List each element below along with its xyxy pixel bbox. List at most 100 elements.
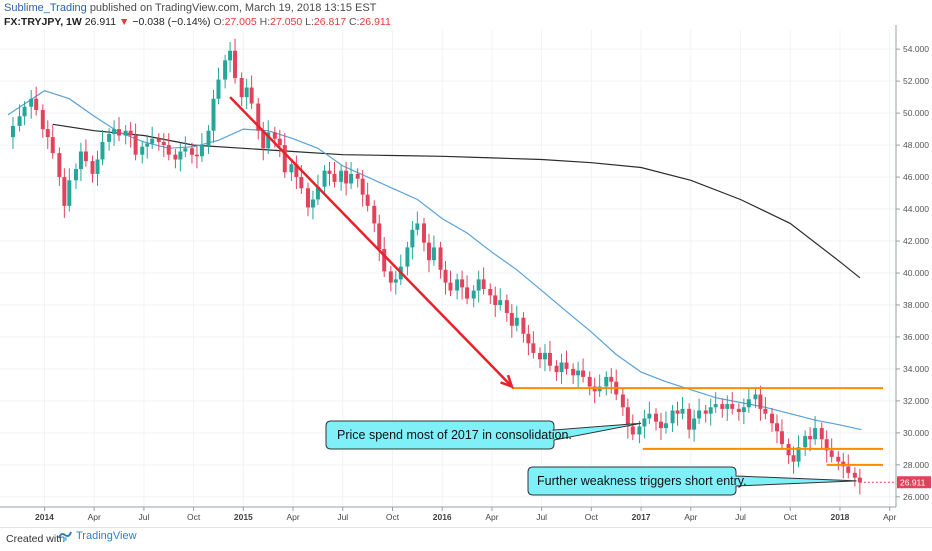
candle-body: [509, 312, 514, 326]
horizontal-levels: [511, 387, 884, 466]
candle-body: [322, 170, 327, 187]
candle-body: [746, 399, 751, 408]
candle-body: [455, 279, 460, 291]
candle-body: [725, 404, 730, 409]
consolidation-callout: [325, 420, 642, 450]
candle-body: [670, 410, 675, 424]
callouts: [325, 420, 857, 496]
candle-body: [421, 223, 426, 243]
consolidation-note: Price spend most of 2017 in consolidatio…: [337, 428, 572, 442]
candle-body: [521, 317, 526, 334]
publish-details: published on TradingView.com, March 19, …: [89, 2, 377, 14]
candle-body: [150, 138, 155, 144]
candle-body: [40, 109, 45, 130]
candle-body: [620, 394, 625, 408]
candle-body: [107, 133, 112, 142]
candle-body: [836, 456, 841, 462]
candle-body: [294, 164, 299, 178]
candle-body: [382, 249, 387, 272]
candle-body: [315, 186, 320, 200]
candle-body: [199, 145, 204, 157]
candle-body: [857, 477, 862, 483]
candle-body: [156, 138, 161, 142]
x-tick-label: 2016: [433, 512, 452, 522]
candle-body: [112, 129, 117, 134]
author-link[interactable]: Sublime_Trading: [4, 2, 87, 14]
y-tick-label: 46.000: [903, 172, 929, 182]
long-ma-line: [52, 123, 861, 279]
candle-body: [10, 125, 15, 138]
axis-labels: 26.000 28.000 30.000 32.000 34.000 36.000 38.0…: [35, 44, 931, 522]
close-value: 26.911: [359, 16, 391, 28]
candle-body: [824, 439, 829, 451]
x-tick-label: Apr: [883, 512, 896, 522]
candle-body: [426, 242, 431, 261]
candle-body: [460, 279, 465, 288]
candle-body: [658, 421, 663, 429]
candle-body: [34, 98, 39, 110]
candle-body: [819, 428, 824, 440]
grid: [0, 30, 896, 507]
candle-body: [57, 153, 62, 178]
candle-body: [559, 362, 564, 373]
candle-body: [488, 288, 493, 296]
candle-body: [542, 352, 547, 360]
candle-body: [239, 77, 244, 98]
candle-body: [829, 450, 834, 457]
candle-body: [779, 431, 784, 445]
candle-body: [339, 170, 344, 182]
candle-body: [277, 138, 282, 146]
candle-body: [770, 413, 775, 424]
candle-body: [471, 290, 476, 299]
y-tick-label: 26.000: [903, 492, 929, 502]
candle-body: [753, 394, 758, 400]
candle-body: [161, 141, 166, 146]
x-tick-label: Apr: [684, 512, 697, 522]
price-change: −0.038 (−0.14%): [132, 16, 211, 28]
x-tick-label: Jul: [337, 512, 348, 522]
x-tick-label: Apr: [286, 512, 299, 522]
y-tick-label: 40.000: [903, 268, 929, 278]
x-tick-label: Apr: [88, 512, 101, 522]
tradingview-brand[interactable]: TradingView: [58, 530, 137, 542]
candle-body: [332, 173, 337, 182]
candle-body: [211, 98, 216, 131]
symbol-label: FX:TRYJPY, 1W: [4, 16, 82, 28]
y-tick-label: 36.000: [903, 332, 929, 342]
candle-body: [145, 143, 150, 147]
y-tick-label: 32.000: [903, 396, 929, 406]
candle-body: [514, 317, 519, 326]
y-tick-label: 30.000: [903, 428, 929, 438]
candle-body: [774, 423, 779, 432]
low-value: 26.817: [313, 16, 347, 28]
candle-body: [625, 407, 630, 427]
candle-body: [355, 173, 360, 179]
candle-body: [266, 132, 271, 149]
candle-body: [140, 146, 145, 155]
candle-body: [852, 472, 857, 478]
candle-body: [526, 333, 531, 344]
candle-body: [327, 170, 332, 174]
candle-body: [50, 137, 55, 154]
trend-arrow: [229, 96, 514, 389]
candle-body: [166, 145, 171, 155]
candle-body: [465, 287, 470, 299]
y-tick-label: 44.000: [903, 204, 929, 214]
weakness-callout: [527, 466, 857, 496]
candle-body: [763, 408, 768, 414]
candle-body: [576, 370, 581, 376]
price-chart[interactable]: 26.000 28.000 30.000 32.000 34.000 36.000 38.0…: [0, 0, 932, 527]
x-tick-label: Jul: [138, 512, 149, 522]
candle-body: [493, 295, 498, 305]
candle-body: [377, 223, 382, 250]
candle-body: [680, 408, 685, 414]
footer: Created with TradingView: [0, 527, 932, 551]
candle-body: [256, 103, 261, 131]
candle-body: [654, 413, 659, 422]
candle-body: [90, 161, 95, 174]
candle-body: [272, 132, 277, 139]
candle-body: [547, 352, 552, 366]
candle-body: [609, 376, 614, 382]
x-tick-label: 2018: [831, 512, 850, 522]
trend-arrow-shaft: [229, 96, 513, 388]
